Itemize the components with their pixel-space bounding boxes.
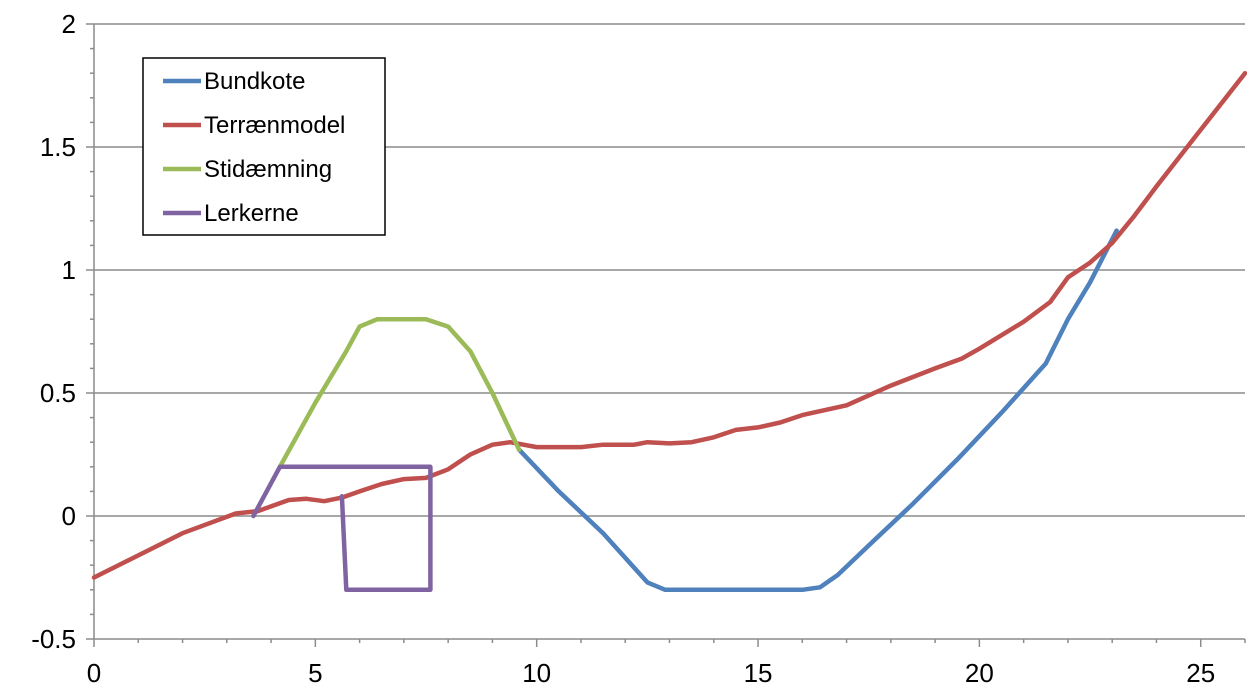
legend-label: Lerkerne [204,200,299,227]
x-tick-label: 15 [744,658,773,688]
y-tick-label: 1 [62,255,76,285]
series-line-lerkerne [251,464,433,593]
legend-label: Bundkote [204,68,305,95]
y-tick-label: -0.5 [31,624,76,654]
y-tick-label: 0 [62,501,76,531]
legend-label: Terrænmodel [204,112,345,139]
y-tick-label: 0.5 [40,378,76,408]
x-tick-label: 25 [1186,658,1215,688]
legend-box [142,57,386,236]
series-line-terr-nmodel [91,70,1247,580]
ticks: -0.500.511.520 5 10 15 20 25 [31,9,1246,688]
x-tick-label: 20 [965,658,994,688]
series-line-bundkote [516,228,1119,593]
legend: Bundkote Terrænmodel Stidæmning Lerkerne [142,57,386,236]
legend-label: Stidæmning [204,156,332,183]
series-lines [91,70,1247,593]
x-tick-label: 10 [522,658,551,688]
y-tick-label: 1.5 [40,132,76,162]
series-line-stid-mning [277,316,522,470]
x-tick-label: 0 [87,658,101,688]
y-tick-label: 2 [62,9,76,39]
x-tick-label: 5 [308,658,322,688]
